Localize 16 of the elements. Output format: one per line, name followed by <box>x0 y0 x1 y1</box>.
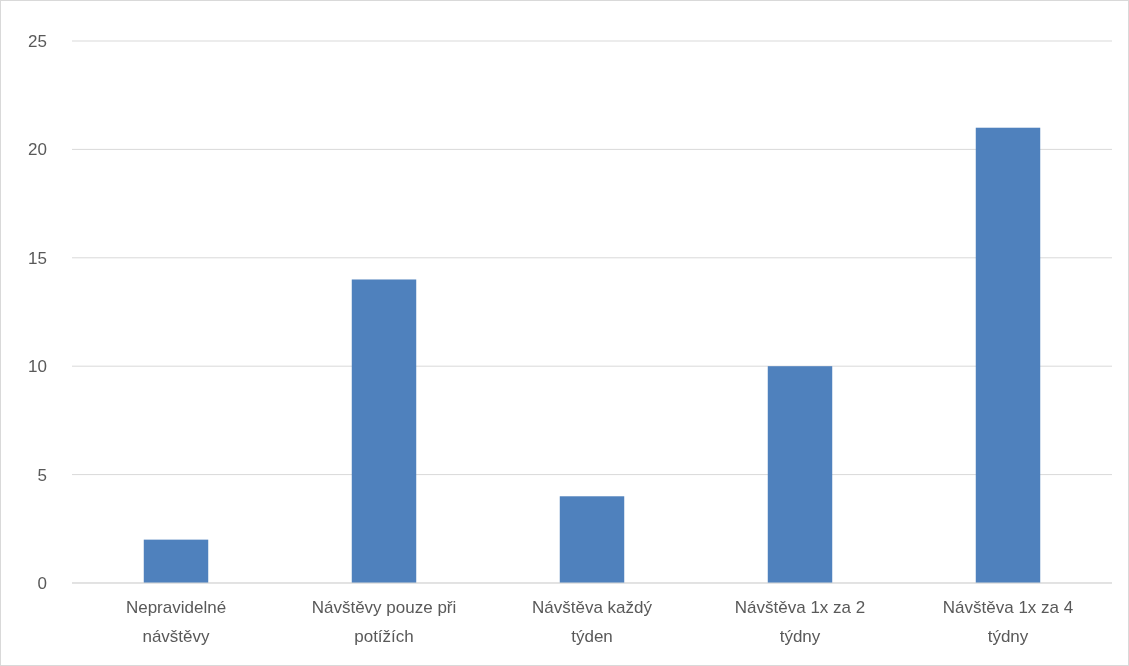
y-tick-label: 10 <box>28 357 47 377</box>
bar <box>351 279 417 583</box>
y-tick-label: 15 <box>28 248 47 268</box>
y-tick-label: 25 <box>28 31 47 51</box>
x-tick-label: Návštěva každý týden <box>532 598 653 646</box>
y-tick-label: 0 <box>37 573 47 593</box>
y-tick-label: 5 <box>37 465 47 485</box>
y-tick-label: 20 <box>28 140 47 160</box>
bar <box>559 496 625 583</box>
x-tick-label: Návštěvy pouze při potížích <box>311 598 457 646</box>
x-tick-label: Návštěva 1x za 2 týdny <box>734 598 866 646</box>
x-tick-label: Nepravidelné návštěvy <box>125 598 227 646</box>
bar <box>767 366 833 583</box>
bar <box>975 127 1041 583</box>
bar <box>143 539 209 583</box>
x-tick-label: Návštěva 1x za 4 týdny <box>942 598 1074 646</box>
